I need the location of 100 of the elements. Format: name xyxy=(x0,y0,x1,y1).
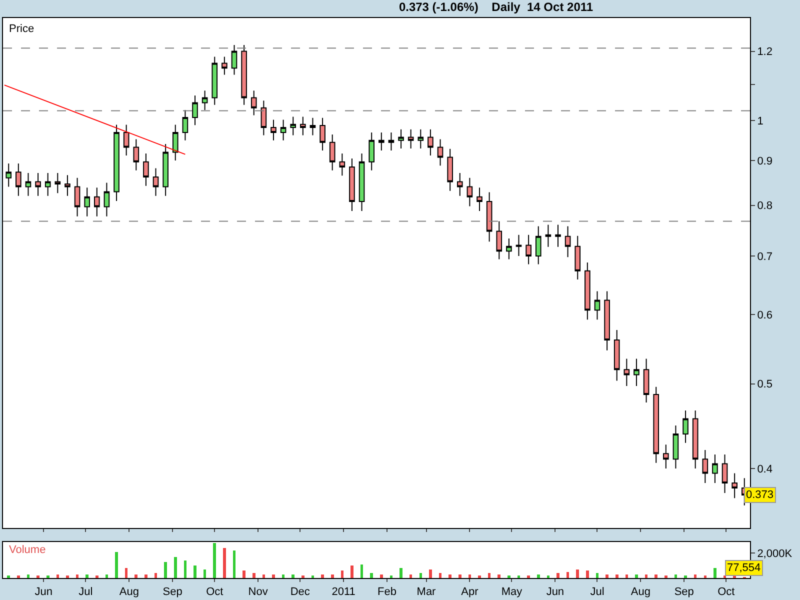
candlestick xyxy=(358,152,365,212)
bar xyxy=(213,543,216,578)
bar xyxy=(330,574,334,578)
candlestick xyxy=(104,182,110,217)
candlestick xyxy=(143,152,149,186)
bar xyxy=(615,574,618,578)
candlestick xyxy=(604,290,610,351)
x-tick-label: Aug xyxy=(630,586,650,598)
candlestick xyxy=(250,90,257,116)
candlestick xyxy=(428,128,434,156)
candlestick xyxy=(241,44,247,106)
bar xyxy=(448,574,452,578)
candlestick xyxy=(653,386,659,464)
bar xyxy=(536,574,540,578)
bar xyxy=(134,574,138,578)
candlestick xyxy=(594,290,600,320)
candlestick xyxy=(408,128,414,150)
candlestick xyxy=(133,138,140,171)
bar xyxy=(252,573,256,578)
candlestick xyxy=(222,56,228,76)
bar xyxy=(654,574,658,578)
bar xyxy=(340,570,344,578)
bar xyxy=(370,573,373,578)
candlestick xyxy=(574,235,581,280)
bar xyxy=(321,574,324,578)
y-tick-label: 0.4 xyxy=(757,463,772,476)
candlestick xyxy=(329,134,336,171)
bar xyxy=(380,574,383,578)
chart-title: 0.373 (-1.06%) Daily 14 Oct 2011 xyxy=(398,0,594,14)
candlestick xyxy=(732,472,738,499)
bar xyxy=(184,560,187,578)
candlestick xyxy=(682,410,688,444)
annotation: 0.373 xyxy=(746,489,774,501)
candlestick xyxy=(476,187,482,212)
candlestick xyxy=(212,56,218,106)
x-tick-label: Nov xyxy=(248,586,268,598)
x-tick-label: Feb xyxy=(378,586,396,598)
candlestick xyxy=(466,177,473,207)
bar xyxy=(586,570,589,578)
bar xyxy=(164,562,167,578)
bar xyxy=(174,556,177,578)
x-tick-label: Dec xyxy=(290,586,310,598)
candlestick xyxy=(182,110,188,141)
x-tick-label: Jul xyxy=(590,586,604,598)
candlestick xyxy=(702,449,708,484)
candlestick xyxy=(526,234,532,265)
candlestick xyxy=(123,124,130,156)
bar xyxy=(556,573,560,578)
candlestick xyxy=(614,330,620,382)
candlestick xyxy=(672,424,679,470)
bar xyxy=(350,566,354,578)
bar xyxy=(498,574,501,578)
x-tick-label: Aug xyxy=(119,586,139,598)
candlestick xyxy=(231,44,238,76)
candlestick xyxy=(437,138,444,166)
x-tick-label: Mar xyxy=(416,586,436,598)
candlestick xyxy=(447,148,453,192)
candlestick xyxy=(624,358,630,387)
candlestick xyxy=(290,116,296,136)
candlestick xyxy=(162,144,168,196)
y-tick-label: 0.6 xyxy=(757,309,772,322)
candlestick xyxy=(634,358,640,387)
y-tick-label: 1 xyxy=(757,115,764,128)
candlestick xyxy=(270,119,276,141)
candlestick xyxy=(339,152,346,176)
x-tick-label: May xyxy=(501,586,523,598)
y-axis-title: Volume xyxy=(9,544,46,556)
bar xyxy=(400,568,402,578)
bar xyxy=(606,574,608,578)
candlestick xyxy=(486,192,492,242)
y-axis-title: Price xyxy=(9,23,34,35)
x-tick-label: Oct xyxy=(718,586,735,598)
y-tick-label: 2,000K xyxy=(757,548,793,560)
bar xyxy=(115,552,118,578)
y-tick-label: 1.2 xyxy=(757,46,772,58)
x-tick-label: Sep xyxy=(674,586,694,598)
bar xyxy=(272,574,275,578)
candlestick xyxy=(516,234,522,256)
candlestick xyxy=(260,100,267,136)
candlestick xyxy=(456,172,463,196)
candlestick xyxy=(114,124,120,202)
bar xyxy=(223,548,226,578)
candlestick xyxy=(172,124,178,162)
candlestick xyxy=(300,116,306,136)
x-tick-label: Jun xyxy=(34,586,53,598)
x-tick-label: Sep xyxy=(162,586,182,598)
bar xyxy=(232,550,236,578)
x-tick-label: Apr xyxy=(461,586,479,598)
candlestick xyxy=(54,172,61,194)
candlestick xyxy=(535,226,542,265)
candlestick xyxy=(506,238,512,260)
candlestick xyxy=(192,95,198,126)
candlestick xyxy=(712,454,718,484)
y-tick-label: 0.7 xyxy=(757,250,772,263)
bar xyxy=(242,570,246,578)
candlestick xyxy=(643,358,650,403)
candlestick xyxy=(74,177,80,217)
candlestick xyxy=(663,444,669,470)
bar xyxy=(576,569,580,578)
x-tick-label: 2011 xyxy=(332,586,356,598)
